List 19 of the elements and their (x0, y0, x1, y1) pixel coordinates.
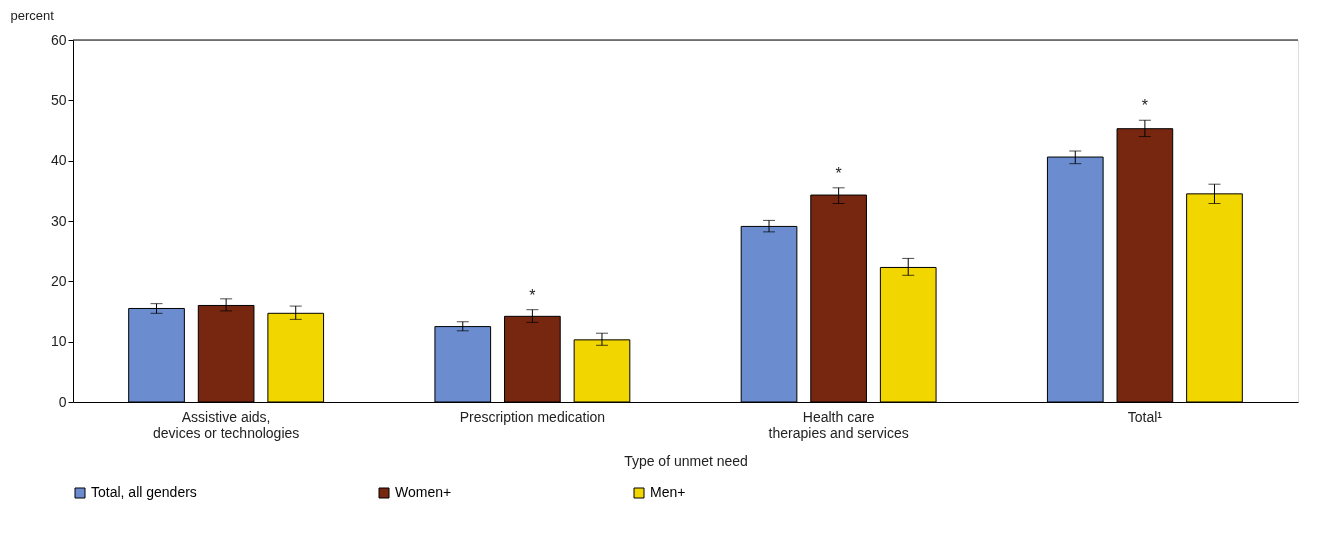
y-tick-label: 20 (50, 272, 67, 289)
y-axis-title: percent (10, 8, 55, 23)
legend-label: Total, all genders (91, 484, 197, 500)
x-tick-label: Total¹ (1127, 408, 1163, 425)
y-tick-label: 50 (50, 91, 67, 108)
legend-label: Men+ (650, 484, 686, 500)
annotation: * (1141, 97, 1148, 115)
annotation: * (835, 164, 842, 182)
y-tick-label: 30 (50, 212, 67, 229)
x-tick-label: Health care therapies and services (768, 408, 909, 441)
x-tick-label: Assistive aids, devices or technologies (152, 408, 300, 441)
legend-label: Women+ (395, 484, 452, 500)
y-tick-label: 0 (58, 393, 67, 410)
y-tick-label: 40 (50, 152, 67, 169)
x-axis-title: Type of unmet need (624, 452, 748, 469)
y-tick-label: 10 (50, 333, 67, 350)
y-tick-label: 60 (50, 31, 67, 48)
annotation: * (529, 286, 536, 304)
x-tick-label: Prescription medication (459, 408, 606, 425)
